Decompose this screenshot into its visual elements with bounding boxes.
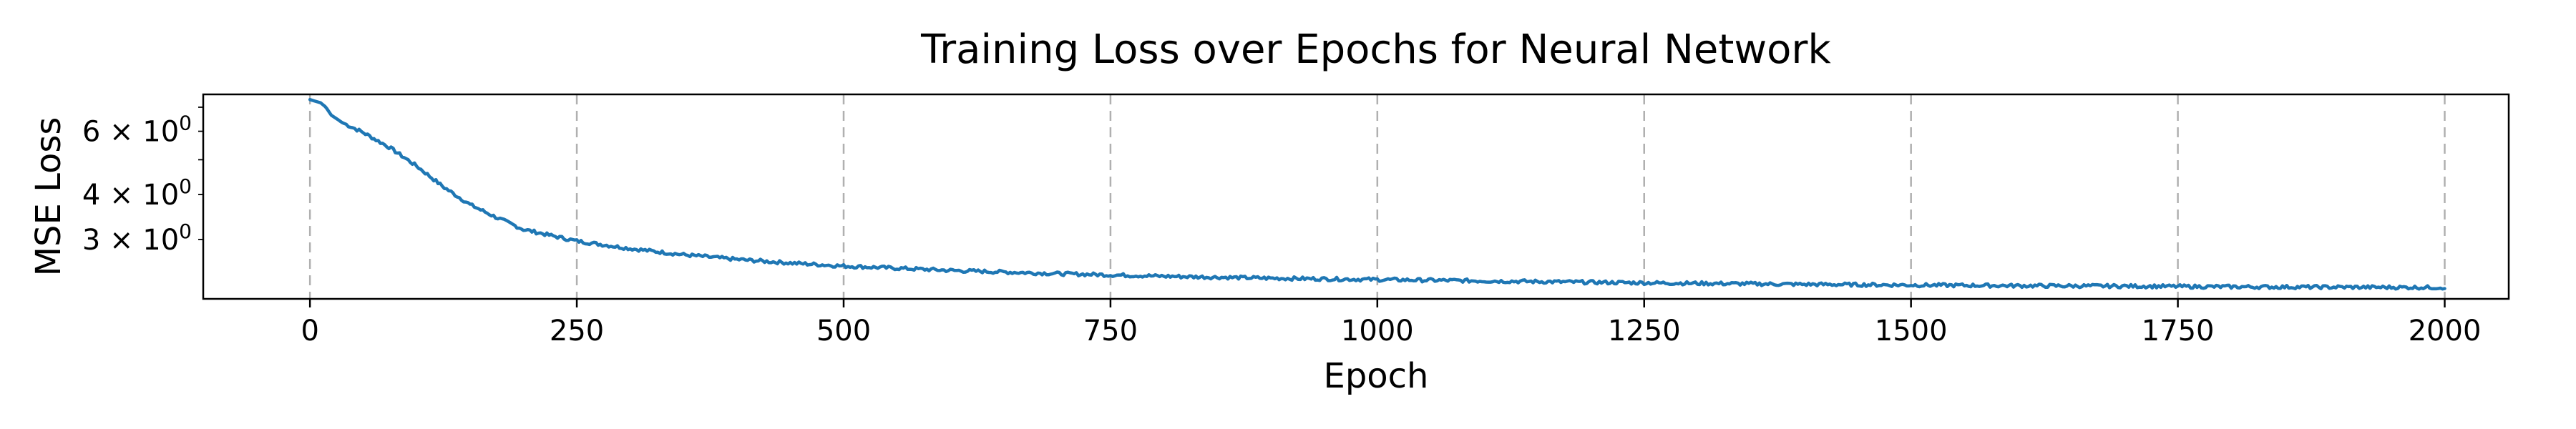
x-tick-label: 750	[1083, 315, 1138, 347]
x-tick-label: 2000	[2409, 315, 2482, 347]
x-tick-label: 0	[301, 315, 318, 347]
x-tick-label: 1750	[2142, 315, 2215, 347]
x-axis-label: Epoch	[1324, 356, 1429, 396]
x-tick-label: 500	[816, 315, 871, 347]
y-axis-label: MSE Loss	[29, 117, 69, 277]
y-tick-label: 4 × 100	[82, 174, 192, 212]
x-tick-label: 250	[550, 315, 604, 347]
x-tick-label: 1500	[1875, 315, 1948, 347]
loss-series-line	[308, 98, 2446, 291]
plot-frame	[202, 93, 2510, 300]
x-axis: 0 250 500 750 1000 1250 1500 1750 2000	[301, 299, 2481, 347]
x-tick-label: 1250	[1608, 315, 1681, 347]
y-tick-label: 6 × 100	[82, 112, 192, 149]
series-layer	[308, 98, 2446, 291]
chart-title: Training Loss over Epochs for Neural Net…	[920, 26, 1831, 73]
x-tick-label: 1000	[1341, 315, 1414, 347]
grid-lines	[308, 94, 2446, 299]
y-tick-label: 3 × 100	[82, 220, 192, 257]
y-axis: 6 × 100 4 × 100 3 × 100	[82, 107, 203, 257]
